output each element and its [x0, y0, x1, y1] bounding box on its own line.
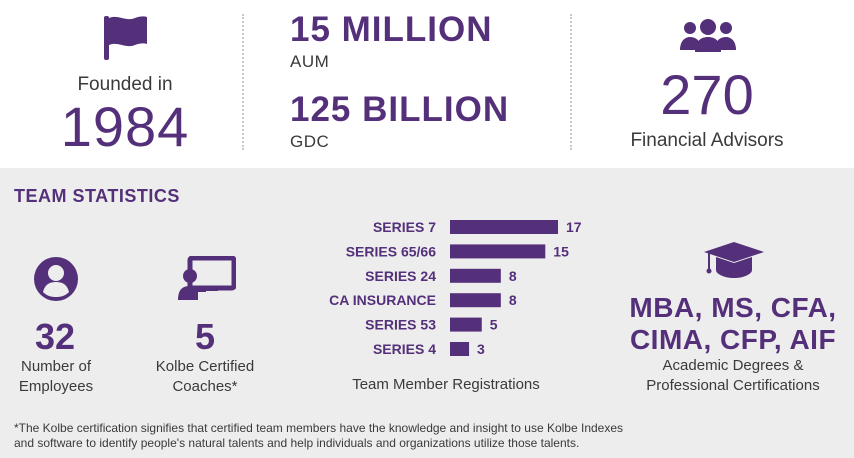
bar-label: CA INSURANCE — [329, 292, 436, 308]
employees-label-line2: Employees — [18, 378, 94, 395]
footnote: *The Kolbe certification signifies that … — [14, 421, 754, 451]
people-group-icon — [680, 19, 736, 52]
bar — [450, 342, 470, 356]
bar — [450, 220, 558, 234]
flag-icon — [104, 16, 147, 60]
bar-label: SERIES 65/66 — [346, 243, 436, 259]
bar-value: 17 — [566, 219, 582, 235]
aum-label: AUM — [290, 52, 330, 71]
bar-value: 3 — [477, 341, 485, 357]
bar-value: 8 — [509, 268, 517, 284]
bar — [450, 317, 482, 332]
gdc-label: GDC — [290, 132, 330, 151]
footnote-line1: *The Kolbe certification signifies that … — [14, 421, 624, 435]
coaches-value: 5 — [194, 316, 216, 357]
gdc-value: 125 BILLION — [290, 90, 510, 129]
employees-label: Number of Employees — [0, 357, 112, 397]
divider-right — [570, 14, 572, 150]
degrees-line1: MBA, MS, CFA, — [629, 292, 837, 323]
degrees-line2: CIMA, CFP, AIF — [629, 324, 837, 355]
bar-label: SERIES 7 — [373, 219, 436, 235]
graduation-cap-icon — [704, 242, 764, 278]
employees-label-line1: Number of — [20, 358, 92, 375]
coaches-label-line1: Kolbe Certified — [155, 358, 255, 375]
user-circle-icon — [34, 257, 78, 301]
advisors-label: Financial Advisors — [630, 130, 784, 151]
divider-left — [242, 14, 244, 150]
bar — [450, 268, 501, 283]
registrations-chart: SERIES 7 17 SERIES 65/66 15 SERIES 24 8 CA INS… — [329, 219, 582, 357]
advisors-value: 270 — [660, 63, 754, 126]
section-title: TEAM STATISTICS — [14, 186, 180, 206]
aum-value: 15 MILLION — [290, 10, 493, 49]
founded-label: Founded in — [77, 74, 173, 95]
teacher-board-icon — [178, 256, 236, 300]
coaches-label-line2: Coaches* — [172, 378, 238, 395]
bar-value: 5 — [490, 317, 498, 333]
coaches-label: Kolbe Certified Coaches* — [140, 357, 270, 397]
bar — [450, 293, 501, 308]
degrees-label: Academic Degrees & Professional Certific… — [612, 356, 854, 396]
bar-value: 8 — [509, 292, 517, 308]
bar-label: SERIES 4 — [373, 341, 436, 357]
footnote-line2: and software to identify people's natura… — [14, 436, 580, 450]
degrees-label-line1: Academic Degrees & — [662, 357, 804, 374]
bar — [450, 244, 546, 259]
employees-value: 32 — [34, 316, 76, 357]
registrations-caption: Team Member Registrations — [352, 376, 540, 393]
founded-year: 1984 — [60, 95, 190, 158]
bar-label: SERIES 24 — [365, 268, 436, 284]
degrees-label-line2: Professional Certifications — [646, 377, 820, 394]
team-stats-panel — [0, 168, 854, 458]
degrees-list: MBA, MS, CFA, CIMA, CFP, AIF — [612, 292, 854, 356]
bar-value: 15 — [553, 243, 569, 259]
bar-label: SERIES 53 — [365, 317, 436, 333]
